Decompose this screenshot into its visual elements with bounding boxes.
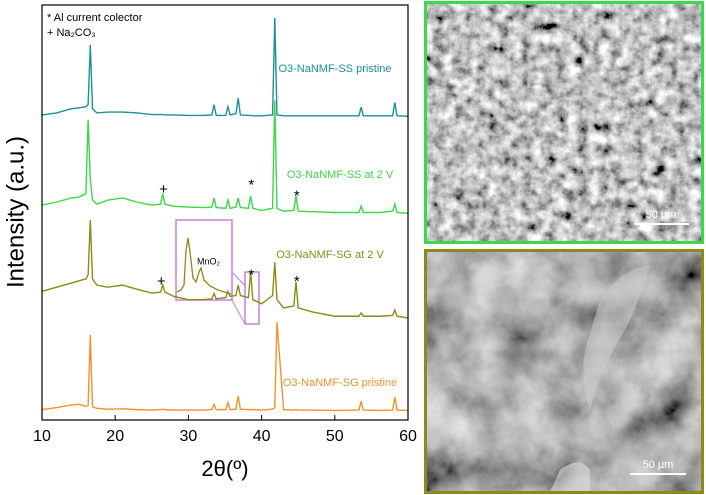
inset-label: MnO₂ (197, 256, 221, 266)
note: + Na₂CO₃ (47, 27, 96, 39)
x-axis-title: 2θ(º) (201, 456, 248, 481)
x-tick-label: 30 (180, 428, 198, 445)
series-label: O3-NaNMF-SG at 2 V (276, 249, 384, 261)
series-line (41, 17, 409, 117)
zoom-line (231, 271, 246, 287)
x-tick-label: 40 (253, 428, 271, 445)
sem-feature (583, 265, 650, 410)
image-border (424, 1, 704, 244)
zoom-line (231, 299, 246, 325)
series-line (41, 100, 409, 215)
annotation: * (248, 176, 254, 193)
annotation: + (157, 273, 166, 290)
x-tick-label: 10 (33, 428, 51, 445)
inset-trace (176, 237, 232, 295)
sem-image-top: 50 µm (424, 1, 704, 244)
sem-texture (426, 3, 702, 242)
scale-bar-label: 50 µm (646, 209, 677, 221)
annotation: * (294, 188, 300, 205)
plot-frame (41, 4, 409, 421)
x-tick-label: 50 (326, 428, 344, 445)
series-label: O3-NaNMF-SS at 2 V (287, 169, 394, 181)
image-border (424, 249, 704, 494)
x-tick-label: 20 (106, 428, 124, 445)
x-tick-label: 60 (399, 428, 417, 445)
annotation: + (159, 181, 168, 198)
series-label: O3-NaNMF-SS pristine (278, 63, 391, 75)
series-label: O3-NaNMF-SG pristine (283, 377, 397, 389)
note: * Al current colector (47, 12, 143, 24)
inset: MnO₂ (175, 219, 260, 325)
sem-texture (426, 251, 702, 492)
sem-feature (550, 462, 590, 492)
series-line (41, 322, 409, 412)
zoom-box (244, 271, 260, 325)
y-axis-title: Intensity (a.u.) (2, 136, 29, 288)
series-line (41, 219, 409, 319)
scale-bar-label: 50 µm (643, 459, 674, 471)
annotation: * (248, 267, 254, 284)
annotation: * (294, 273, 300, 290)
sem-image-bottom: 50 µm (424, 249, 704, 494)
